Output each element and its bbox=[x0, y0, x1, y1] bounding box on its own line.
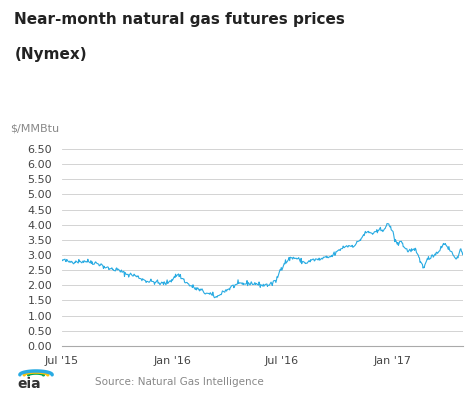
Text: Near-month natural gas futures prices: Near-month natural gas futures prices bbox=[14, 12, 345, 27]
Text: $/MMBtu: $/MMBtu bbox=[10, 123, 59, 133]
Text: Source: Natural Gas Intelligence: Source: Natural Gas Intelligence bbox=[95, 377, 264, 387]
Text: eia: eia bbox=[17, 377, 41, 391]
Text: (Nymex): (Nymex) bbox=[14, 47, 87, 62]
